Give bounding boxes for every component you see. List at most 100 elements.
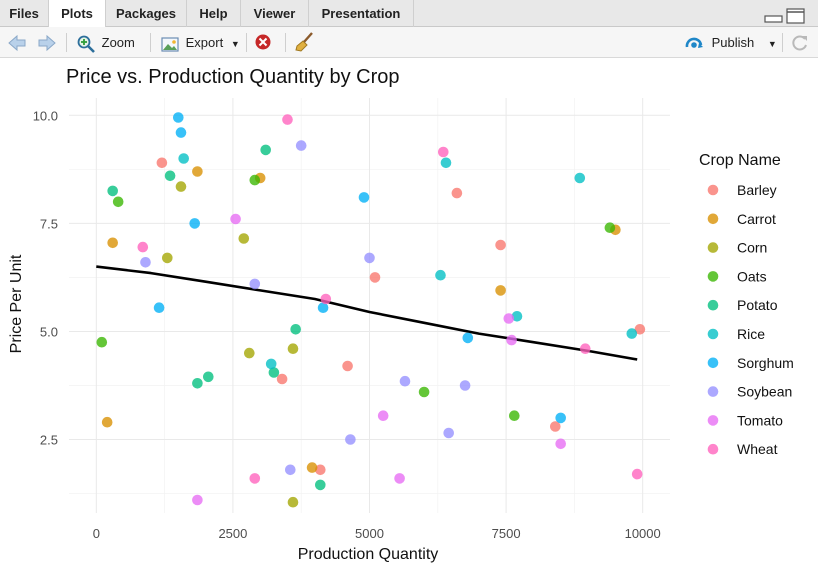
legend-key (707, 443, 719, 455)
data-point (173, 112, 184, 123)
data-point (574, 172, 586, 184)
tab-label: Files (9, 6, 39, 21)
legend-label: Barley (737, 182, 777, 198)
tab-label: Help (199, 6, 228, 21)
refresh-icon[interactable] (790, 33, 810, 53)
data-point (112, 196, 124, 208)
data-point (317, 302, 329, 313)
legend-key (707, 415, 719, 426)
x-tick-label: 7500 (492, 526, 521, 541)
legend-label: Rice (737, 326, 765, 342)
data-point (189, 218, 200, 229)
legend: Crop Name Barley Carrot Corn Oats Potato Rice… (699, 152, 794, 457)
data-point (451, 187, 463, 199)
toolbar-separator (782, 33, 783, 52)
y-tick-label: 2.5 (40, 433, 58, 448)
legend-label: Oats (737, 268, 767, 284)
legend-key (707, 328, 719, 340)
data-point (178, 153, 189, 164)
tab-files[interactable]: Files (0, 0, 49, 27)
legend-key (707, 242, 719, 253)
data-point (418, 386, 430, 398)
data-point (203, 371, 214, 383)
legend-label: Tomato (737, 412, 783, 428)
legend-label: Soybean (737, 384, 792, 400)
data-point (555, 412, 566, 424)
data-point (631, 468, 643, 480)
y-tick-label: 7.5 (40, 216, 58, 231)
data-point (438, 146, 449, 158)
data-point (342, 360, 353, 372)
legend-label: Sorghum (737, 355, 794, 371)
data-point (320, 293, 332, 305)
data-point (162, 252, 173, 264)
legend-key (707, 213, 719, 225)
trend-line (96, 265, 638, 361)
tab-viewer[interactable]: Viewer (241, 0, 309, 27)
zoom-button[interactable]: Zoom (76, 27, 135, 58)
maximize-pane-icon[interactable] (786, 8, 806, 25)
legend-key (707, 184, 719, 196)
data-point (244, 347, 255, 359)
export-label: Export (185, 35, 224, 50)
trend-line-layer (96, 265, 638, 361)
legend-label: Corn (737, 240, 767, 256)
legend-key (707, 357, 719, 369)
back-arrow-icon[interactable] (7, 34, 27, 52)
forward-arrow-icon[interactable] (37, 34, 57, 52)
data-point (495, 239, 506, 251)
export-image-icon (161, 36, 179, 52)
data-point (306, 462, 318, 473)
data-point (164, 170, 176, 182)
data-point (358, 192, 370, 203)
tab-label: Plots (61, 6, 93, 21)
legend-key (707, 299, 719, 311)
data-point (249, 278, 261, 290)
tab-label: Viewer (253, 6, 296, 21)
legend-label: Potato (737, 297, 778, 313)
data-point (282, 114, 293, 125)
legend-label: Carrot (737, 211, 776, 227)
data-point (506, 334, 517, 346)
tab-packages[interactable]: Packages (106, 0, 187, 27)
chart-title: Price vs. Production Quantity by Crop (66, 66, 399, 88)
export-menu-button[interactable]: Export ▼ (160, 27, 240, 58)
data-point (287, 496, 299, 508)
tab-plots[interactable]: Plots (48, 0, 106, 28)
data-point (140, 257, 151, 268)
data-point (268, 367, 280, 378)
tab-presentation[interactable]: Presentation (309, 0, 414, 27)
data-point (107, 185, 118, 197)
data-point (192, 166, 203, 177)
data-point (440, 157, 452, 169)
tab-help[interactable]: Help (187, 0, 241, 27)
scatter-plot: 0 2500 5000 7500 10000 2.5 5.0 7.5 10.0 Price vs… (8, 66, 794, 563)
data-point (626, 328, 638, 339)
legend-key (707, 271, 719, 282)
data-point (459, 380, 471, 391)
chevron-down-icon: ▼ (767, 39, 777, 49)
data-point (604, 222, 616, 233)
data-point (634, 324, 646, 335)
y-tick-label: 10.0 (33, 108, 58, 123)
data-point (550, 421, 561, 432)
axis-layer: 0 2500 5000 7500 10000 2.5 5.0 7.5 10.0 (33, 108, 661, 541)
data-point (511, 311, 523, 322)
data-point (156, 157, 168, 169)
data-point (276, 373, 288, 385)
data-point (249, 174, 261, 186)
toolbar-separator (150, 33, 151, 52)
x-tick-label: 2500 (218, 526, 247, 541)
data-point (175, 127, 187, 138)
legend-key (707, 386, 719, 397)
data-point (249, 473, 261, 484)
remove-plot-icon[interactable] (254, 33, 272, 51)
data-point (192, 378, 203, 389)
minimize-pane-icon[interactable] (764, 8, 784, 24)
publish-icon (685, 37, 703, 48)
publish-menu-button[interactable]: Publish ▼ (684, 27, 777, 58)
clear-broom-icon[interactable] (294, 31, 316, 53)
x-tick-label: 5000 (355, 526, 384, 541)
legend-title: Crop Name (699, 152, 781, 169)
data-point (503, 313, 515, 324)
